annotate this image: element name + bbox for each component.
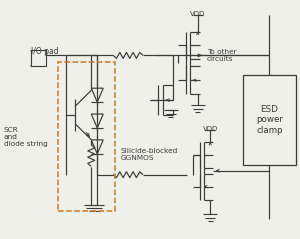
- Text: Silicide-blocked
GGNMOS: Silicide-blocked GGNMOS: [120, 148, 177, 161]
- Bar: [58, 62, 115, 212]
- Text: VDD: VDD: [202, 126, 218, 132]
- Text: To other
circuits: To other circuits: [207, 49, 236, 62]
- Text: ESD
power
clamp: ESD power clamp: [256, 105, 283, 135]
- Bar: [31, 50, 46, 66]
- Bar: [243, 75, 296, 165]
- Text: VDD: VDD: [190, 11, 206, 17]
- Text: I/O pad: I/O pad: [31, 47, 58, 56]
- Text: SCR
and
diode string: SCR and diode string: [4, 127, 47, 147]
